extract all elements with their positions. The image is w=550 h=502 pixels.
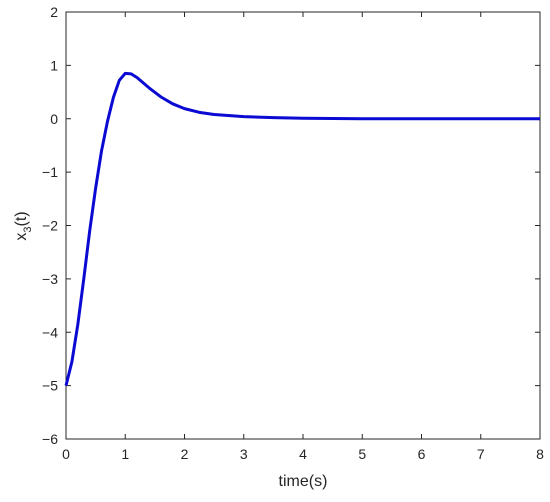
y-tick-label: −4 xyxy=(42,324,58,340)
y-axis-label: x3(t) xyxy=(13,211,34,240)
y-tick-label: −5 xyxy=(42,378,58,394)
y-tick-label: −2 xyxy=(42,218,58,234)
x-tick-label: 8 xyxy=(536,446,544,462)
x-tick-label: 4 xyxy=(299,446,307,462)
y-tick-label: 0 xyxy=(50,111,58,127)
x-tick-label: 5 xyxy=(358,446,366,462)
y-tick-label: −3 xyxy=(42,271,58,287)
x-tick-label: 7 xyxy=(477,446,485,462)
y-label-rest: (t) xyxy=(13,211,30,226)
y-tick-label: −6 xyxy=(42,431,58,447)
y-tick-label: 1 xyxy=(50,57,58,73)
y-tick-label: −1 xyxy=(42,164,58,180)
x-tick-label: 6 xyxy=(418,446,426,462)
x-tick-label: 0 xyxy=(62,446,70,462)
x-tick-label: 3 xyxy=(240,446,248,462)
y-tick-label: 2 xyxy=(50,4,58,20)
data-line xyxy=(64,71,540,386)
x-tick-label: 2 xyxy=(181,446,189,462)
y-label-sub: 3 xyxy=(22,226,34,232)
x-tick-label: 1 xyxy=(121,446,129,462)
x-axis-label: time(s) xyxy=(279,473,328,490)
y-label-base: x xyxy=(13,233,30,241)
